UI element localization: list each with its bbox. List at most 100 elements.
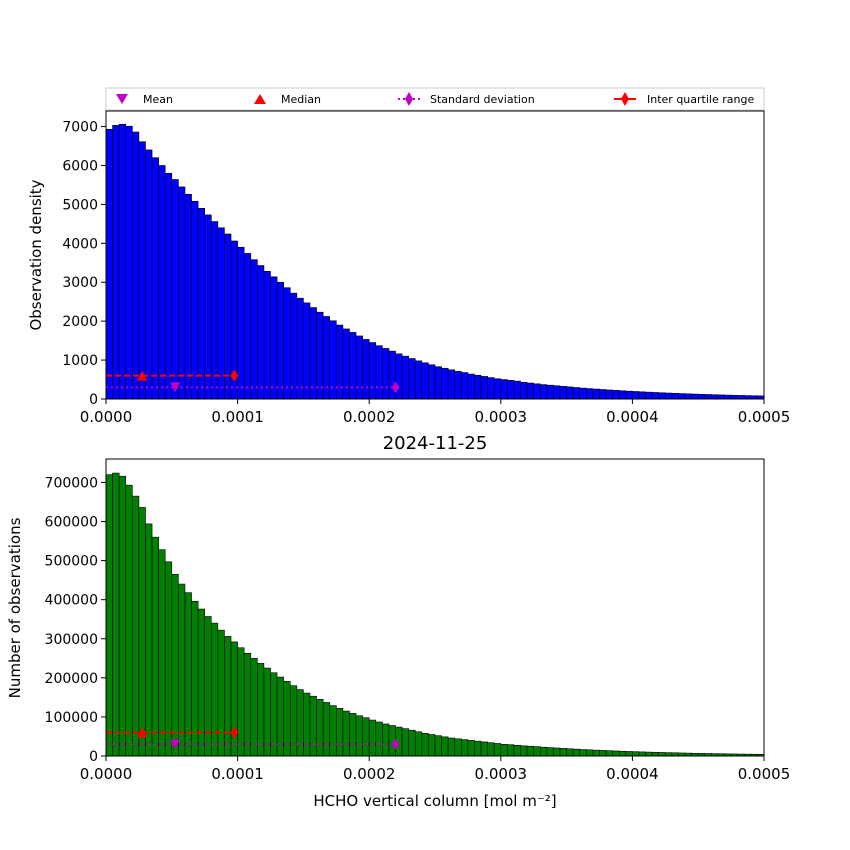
count-bar: [151, 536, 159, 757]
density-x-tick-label: 0.0005: [738, 408, 791, 426]
density-bar: [125, 125, 133, 400]
density-bar: [105, 128, 113, 400]
count-bar: [618, 750, 627, 757]
density-bar: [743, 395, 752, 400]
count-bar: [513, 744, 521, 757]
legend-label-mean: Mean: [143, 93, 173, 106]
count-y-axis-ticks: 0 100000 200000 300000 400000 500000 600000 700…: [45, 475, 106, 765]
count-x-tick-label: 0.0003: [475, 765, 528, 783]
density-bar: [224, 233, 232, 400]
count-bar: [579, 749, 587, 757]
density-bar: [711, 394, 719, 400]
count-mean-marker: [170, 739, 181, 750]
density-bar: [605, 389, 613, 400]
density-bar: [164, 172, 173, 400]
density-x-tick-label: 0.0003: [475, 408, 528, 426]
count-x-tick-label: 0.0000: [80, 765, 133, 783]
count-bar: [178, 583, 186, 757]
density-bar: [684, 393, 692, 400]
density-bar: [158, 165, 166, 400]
density-bar: [461, 372, 469, 400]
count-bar: [257, 663, 265, 757]
density-y-tick-label: 5000: [62, 197, 98, 213]
density-bar: [513, 380, 521, 400]
density-bar: [441, 367, 449, 400]
density-bar: [138, 141, 146, 400]
density-bar: [428, 364, 436, 400]
count-bar: [500, 743, 508, 757]
count-bar: [625, 751, 633, 757]
density-bar: [197, 207, 205, 400]
density-bar: [171, 179, 179, 400]
count-bar: [546, 747, 554, 757]
density-bar: [329, 320, 337, 400]
count-bar: [375, 721, 383, 757]
count-bar: [382, 723, 390, 757]
count-bar: [329, 705, 337, 757]
count-bar: [414, 731, 423, 757]
density-bar: [730, 394, 738, 400]
density-bar: [493, 378, 502, 400]
count-bar: [428, 734, 436, 757]
count-bar: [461, 739, 469, 757]
count-bar: [487, 742, 495, 757]
density-bar: [717, 394, 725, 400]
figure-title: 2024-11-25: [383, 433, 488, 454]
density-bar: [559, 386, 567, 400]
count-bar: [368, 719, 377, 757]
density-bar: [553, 385, 561, 400]
density-bar: [533, 383, 541, 400]
count-bar: [263, 667, 271, 757]
density-bar: [737, 395, 745, 400]
density-bar: [658, 392, 666, 400]
count-bar: [408, 729, 416, 757]
count-bar: [184, 592, 192, 757]
count-bar: [592, 749, 600, 757]
density-bar: [118, 123, 127, 400]
count-bar: [210, 622, 219, 757]
density-bar: [421, 362, 429, 400]
density-x-tick-label: 0.0004: [606, 408, 659, 426]
count-bar: [322, 702, 331, 757]
density-y-tick-label: 7000: [62, 120, 98, 136]
density-bar: [349, 332, 357, 400]
density-bar: [507, 380, 515, 400]
count-bar: [632, 751, 640, 757]
density-bar: [112, 125, 120, 400]
density-bar: [276, 281, 284, 400]
density-bar: [382, 348, 390, 400]
density-bar: [651, 392, 660, 400]
density-bar: [283, 287, 291, 400]
count-bar: [612, 750, 620, 757]
count-bar: [454, 738, 462, 757]
legend-label-std: Standard deviation: [430, 93, 535, 106]
density-bar: [454, 371, 462, 400]
density-bar: [480, 376, 488, 400]
density-bar: [704, 394, 712, 400]
density-y-axis-ticks: 0 1000 2000 3000 4000 5000 6000 7000: [62, 120, 106, 408]
count-bars: [105, 472, 765, 757]
count-bar: [250, 658, 258, 757]
density-bar: [599, 389, 607, 400]
count-bar: [474, 740, 482, 757]
density-bar: [309, 307, 317, 400]
count-x-tick-label: 0.0005: [738, 765, 791, 783]
legend-marker-std-icon: [405, 92, 413, 106]
legend-frame: [105, 87, 765, 111]
count-std-marker: [391, 738, 400, 751]
density-bar: [243, 253, 252, 400]
count-bar: [243, 652, 252, 757]
count-bar: [566, 748, 574, 757]
density-bar: [678, 393, 686, 400]
count-bar: [599, 750, 607, 757]
density-bar: [724, 394, 732, 400]
count-bar: [105, 474, 113, 757]
count-bar: [434, 735, 442, 757]
density-bar: [316, 311, 324, 400]
density-y-tick-label: 2000: [62, 314, 98, 330]
density-bar: [592, 388, 600, 400]
density-bars: [105, 123, 765, 400]
count-axes-frame: [105, 458, 765, 757]
